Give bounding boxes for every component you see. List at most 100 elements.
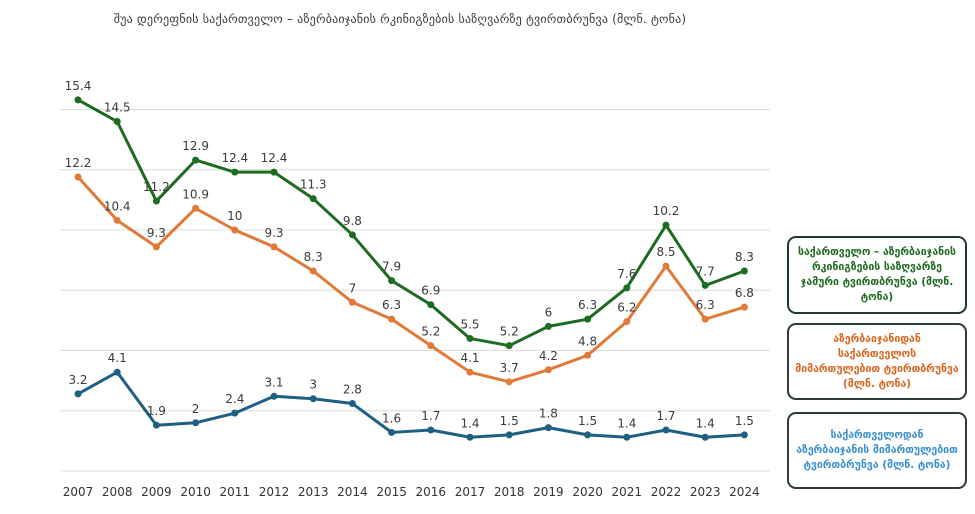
data-label: 5.2: [500, 325, 519, 339]
data-label: 7: [349, 281, 357, 295]
data-label: 10.2: [653, 204, 680, 218]
data-label: 7.7: [696, 264, 715, 278]
x-tick-label: 2021: [612, 485, 643, 499]
series-line: [76, 370, 746, 439]
data-point: [270, 392, 278, 400]
data-label: 7.9: [382, 260, 401, 274]
x-tick-label: 2007: [63, 485, 94, 499]
series-line: [76, 98, 746, 348]
data-label: 12.2: [65, 156, 92, 170]
data-point: [466, 433, 474, 441]
data-point: [584, 315, 592, 323]
data-label: 1.9: [147, 404, 166, 418]
data-point: [113, 368, 121, 376]
data-point: [152, 421, 160, 429]
x-tick-label: 2022: [651, 485, 682, 499]
data-point: [662, 221, 670, 229]
data-point: [152, 197, 160, 205]
data-label: 1.4: [696, 416, 715, 430]
data-label: 1.6: [382, 411, 401, 425]
x-tick-label: 2018: [494, 485, 525, 499]
data-point: [427, 342, 435, 350]
data-point: [740, 303, 748, 311]
x-tick-label: 2015: [376, 485, 407, 499]
x-tick-label: 2012: [259, 485, 290, 499]
data-point: [505, 378, 513, 386]
data-point: [348, 400, 356, 408]
x-tick-label: 2024: [729, 485, 760, 499]
data-label: 6.3: [382, 298, 401, 312]
data-point: [231, 226, 239, 234]
data-label: 9.3: [147, 226, 166, 240]
data-label: 2.8: [343, 383, 362, 397]
data-point: [348, 231, 356, 239]
data-label: 1.4: [617, 416, 636, 430]
data-label: 11.3: [300, 178, 327, 192]
data-label: 10.4: [104, 199, 131, 213]
data-point: [74, 173, 82, 181]
legend-entry-total: საქართველო – აზერბაიჯანის რკინიგზების სა…: [787, 236, 967, 314]
data-label: 4.8: [578, 334, 597, 348]
data-point: [740, 431, 748, 439]
data-point: [388, 428, 396, 436]
series-line: [76, 175, 746, 384]
data-label: 12.4: [221, 151, 248, 165]
data-point: [623, 318, 631, 326]
x-tick-label: 2023: [690, 485, 721, 499]
data-point: [544, 424, 552, 432]
series-layer: 15.4 14.5 11.2 12.9 12.4 12.4 11.3 9.8 7.9 6.9 5.5…: [65, 79, 754, 441]
data-point: [192, 204, 200, 212]
data-point: [701, 433, 709, 441]
x-tick-label: 2009: [141, 485, 172, 499]
data-point: [427, 426, 435, 434]
data-label: 9.8: [343, 214, 362, 228]
data-point: [231, 409, 239, 417]
data-point: [427, 301, 435, 309]
data-label: 3: [309, 378, 317, 392]
legend-label-total: საქართველო – აზერბაიჯანის რკინიგზების სა…: [798, 246, 956, 303]
data-point: [701, 281, 709, 289]
data-label: 12.4: [261, 151, 288, 165]
data-label: 6.2: [617, 301, 636, 315]
data-point: [309, 267, 317, 275]
data-label: 3.2: [68, 373, 87, 387]
data-label: 10: [227, 209, 242, 223]
data-label: 6: [545, 305, 553, 319]
legend-label-ge-to-az: საქართველოდან აზერბაიჯანის მიმართულებით …: [796, 429, 958, 471]
x-tick-label: 2008: [102, 485, 133, 499]
data-point: [348, 298, 356, 306]
data-label: 11.2: [143, 180, 170, 194]
data-label: 1.7: [421, 409, 440, 423]
x-tick-label: 2019: [533, 485, 564, 499]
data-label: 6.8: [735, 286, 754, 300]
data-point: [309, 395, 317, 403]
data-point: [74, 390, 82, 398]
data-point: [662, 262, 670, 270]
x-tick-label: 2020: [572, 485, 603, 499]
data-point: [466, 368, 474, 376]
data-label: 2.4: [225, 392, 244, 406]
series-2: 3.2 4.1 1.9 2 2.4 3.1 3 2.8 1.6 1.7 1.4 1.5 1.8 1.5 1.…: [68, 351, 754, 441]
data-label: 6.9: [421, 284, 440, 298]
data-point: [505, 342, 513, 350]
data-label: 5.2: [421, 325, 440, 339]
data-label: 5.5: [460, 317, 479, 331]
data-label: 4.2: [539, 349, 558, 363]
gridlines: [60, 109, 770, 472]
data-label: 2: [192, 402, 200, 416]
data-label: 1.5: [735, 414, 754, 428]
data-point: [388, 277, 396, 285]
data-label: 1.7: [656, 409, 675, 423]
data-label: 7.6: [617, 267, 636, 281]
data-point: [623, 284, 631, 292]
data-label: 8.3: [735, 250, 754, 264]
data-point: [113, 216, 121, 224]
data-point: [74, 96, 82, 104]
data-label: 3.1: [264, 375, 283, 389]
data-point: [270, 168, 278, 176]
data-label: 1.8: [539, 407, 558, 421]
x-axis-ticks: 2007 2008 2009 2010 2011 2012 2013 2014 2015 2016…: [63, 485, 760, 499]
data-point: [544, 366, 552, 374]
series-1: 12.2 10.4 9.3 10.9 10 9.3 8.3 7 6.3 5.2 4.1 3.7 4.2 4…: [65, 156, 754, 386]
